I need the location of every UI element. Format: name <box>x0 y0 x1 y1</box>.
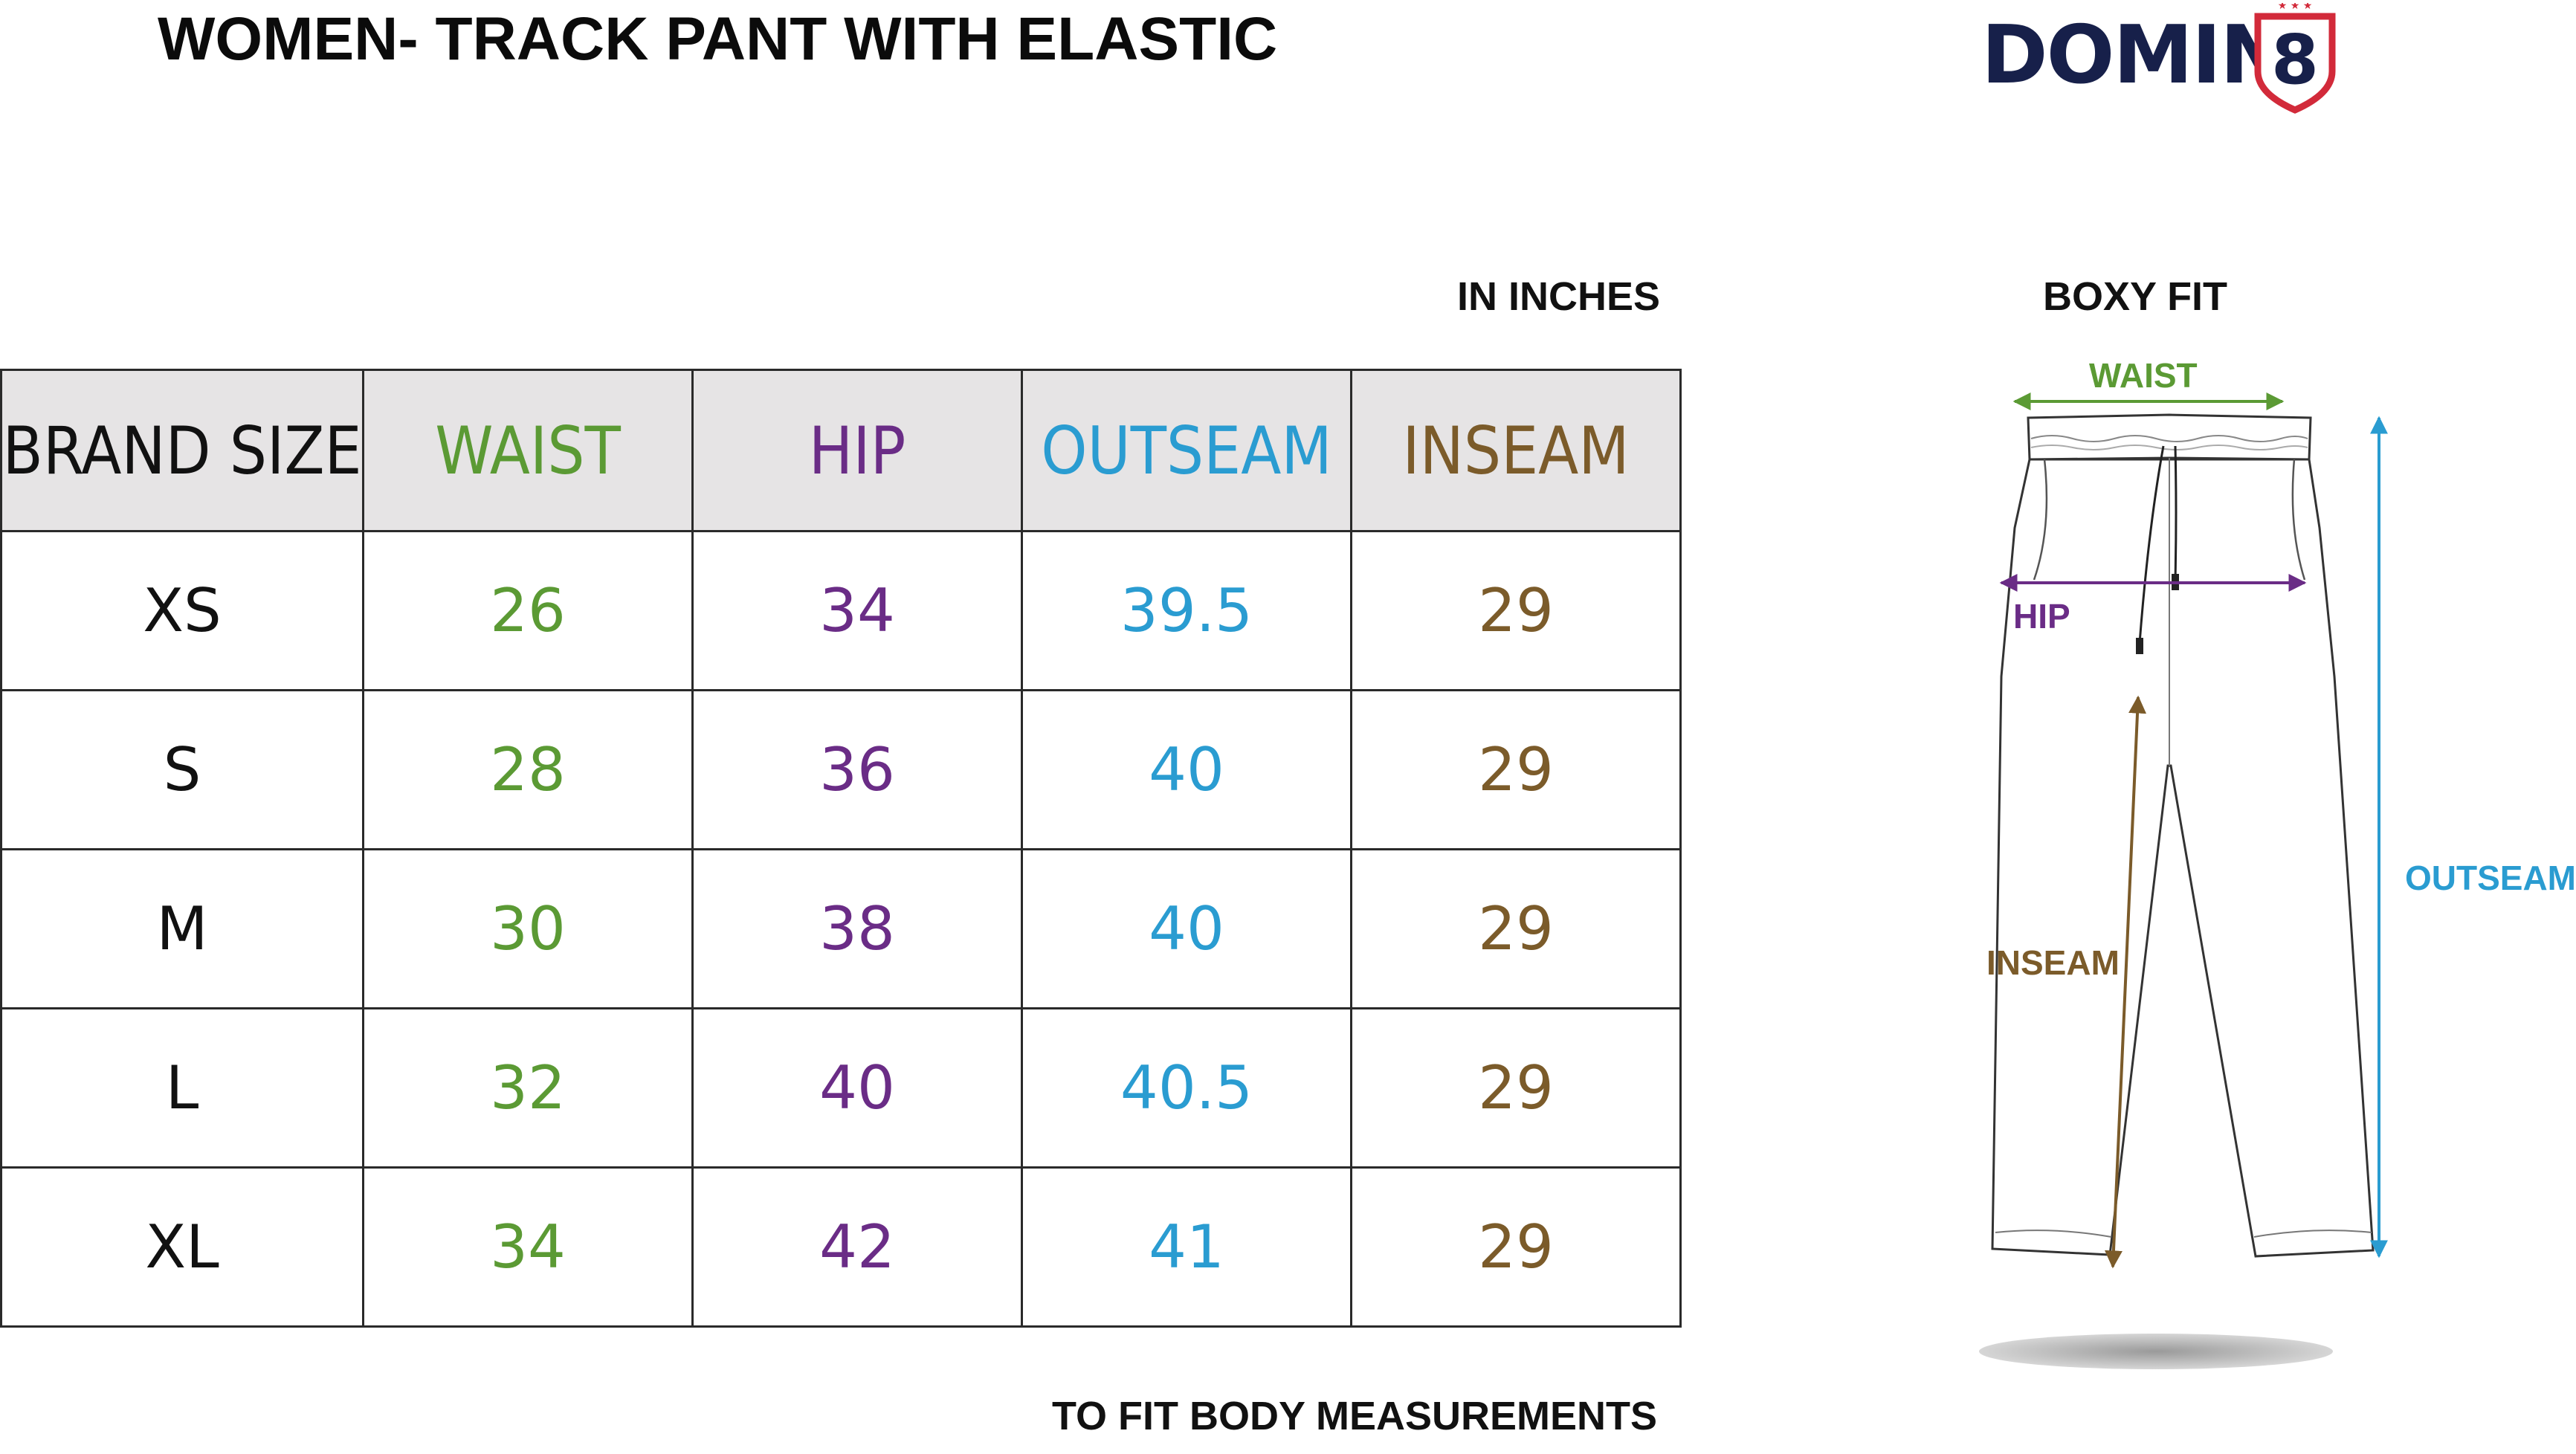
header-brand-size: BRAND SIZE <box>0 369 365 532</box>
cell-hip: 38 <box>691 848 1023 1009</box>
cell-size: S <box>0 689 365 850</box>
cell-size: M <box>0 848 365 1009</box>
svg-text:★ ★ ★: ★ ★ ★ <box>2278 3 2313 12</box>
cell-hip: 36 <box>691 689 1023 850</box>
cell-outseam: 39.5 <box>1021 530 1352 691</box>
cell-waist: 28 <box>362 689 694 850</box>
logo-text: DOMIN <box>1981 9 2288 102</box>
cell-size: XS <box>0 530 365 691</box>
pant-illustration <box>1979 392 2388 1369</box>
ground-shadow <box>1979 1334 2333 1369</box>
inseam-label: INSEAM <box>1986 943 2120 982</box>
cell-inseam: 29 <box>1349 1166 1682 1328</box>
table-row: S 28 36 40 29 <box>0 689 1682 850</box>
page-title: WOMEN- TRACK PANT WITH ELASTIC <box>158 5 1278 73</box>
header-hip: HIP <box>691 369 1023 532</box>
table-header-row: BRAND SIZE WAIST HIP OUTSEAM INSEAM <box>0 369 1682 532</box>
cell-waist: 32 <box>362 1007 694 1169</box>
track-pant-diagram: WAIST HIP OUTSEAM INSEAM <box>1903 335 2576 1375</box>
cell-inseam: 29 <box>1349 689 1682 850</box>
cell-inseam: 29 <box>1349 1007 1682 1169</box>
header-inseam: INSEAM <box>1349 369 1682 532</box>
cell-size: XL <box>0 1166 365 1328</box>
table-row: XL 34 42 41 29 <box>0 1166 1682 1328</box>
cell-size: L <box>0 1007 365 1169</box>
cell-hip: 42 <box>691 1166 1023 1328</box>
table-row: XS 26 34 39.5 29 <box>0 530 1682 691</box>
cell-inseam: 29 <box>1349 848 1682 1009</box>
logo-badge-digit: 8 <box>2271 20 2319 100</box>
cell-outseam: 41 <box>1021 1166 1352 1328</box>
footer-note: TO FIT BODY MEASUREMENTS <box>1052 1394 1658 1438</box>
cell-outseam: 40.5 <box>1021 1007 1352 1169</box>
cell-waist: 34 <box>362 1166 694 1328</box>
cell-outseam: 40 <box>1021 848 1352 1009</box>
hip-label: HIP <box>2013 597 2070 636</box>
table-row: M 30 38 40 29 <box>0 848 1682 1009</box>
inseam-arrow <box>2104 695 2147 1269</box>
cell-inseam: 29 <box>1349 530 1682 691</box>
header-outseam: OUTSEAM <box>1021 369 1352 532</box>
cell-outseam: 40 <box>1021 689 1352 850</box>
unit-label: IN INCHES <box>1457 274 1661 319</box>
waist-label: WAIST <box>2089 356 2198 395</box>
header-waist: WAIST <box>362 369 694 532</box>
outseam-label: OUTSEAM <box>2405 859 2576 897</box>
cell-hip: 34 <box>691 530 1023 691</box>
cell-hip: 40 <box>691 1007 1023 1169</box>
cell-waist: 30 <box>362 848 694 1009</box>
brand-logo: DOMIN ★ ★ ★ 8 <box>1981 3 2338 114</box>
size-chart-table: BRAND SIZE WAIST HIP OUTSEAM INSEAM XS 2… <box>0 369 1682 1328</box>
cell-waist: 26 <box>362 530 694 691</box>
fit-label: BOXY FIT <box>2043 274 2228 319</box>
shield-icon: ★ ★ ★ 8 <box>2254 3 2336 114</box>
table-row: L 32 40 40.5 29 <box>0 1007 1682 1169</box>
